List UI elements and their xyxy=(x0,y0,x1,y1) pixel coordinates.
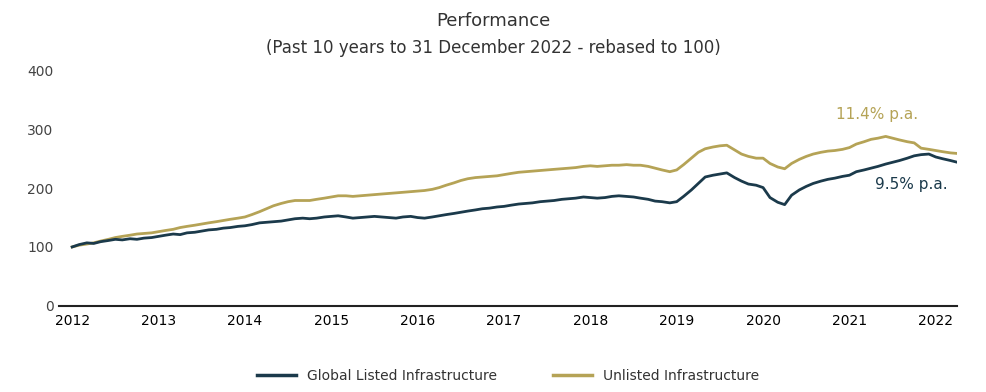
Text: 11.4% p.a.: 11.4% p.a. xyxy=(836,107,918,122)
Legend: Global Listed Infrastructure, Unlisted Infrastructure: Global Listed Infrastructure, Unlisted I… xyxy=(251,363,764,388)
Text: (Past 10 years to 31 December 2022 - rebased to 100): (Past 10 years to 31 December 2022 - reb… xyxy=(266,39,720,57)
Text: 9.5% p.a.: 9.5% p.a. xyxy=(875,177,947,192)
Text: Performance: Performance xyxy=(436,12,550,30)
